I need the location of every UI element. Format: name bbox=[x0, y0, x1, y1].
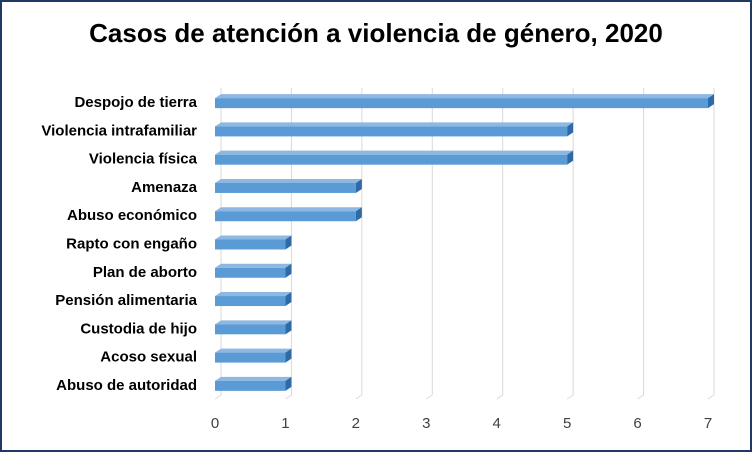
bar-top bbox=[215, 150, 574, 155]
category-label: Acoso sexual bbox=[100, 349, 197, 366]
category-label: Abuso de autoridad bbox=[56, 377, 197, 394]
bar-end bbox=[355, 207, 362, 222]
bar-end bbox=[285, 348, 292, 363]
bar bbox=[215, 267, 286, 278]
x-tick-label: 7 bbox=[704, 415, 712, 432]
category-label: Violencia física bbox=[89, 151, 198, 168]
category-label: Abuso económico bbox=[67, 207, 197, 224]
bar-top bbox=[215, 320, 292, 325]
bar-top bbox=[215, 178, 362, 183]
gridline-floor bbox=[566, 394, 574, 400]
category-label: Despojo de tierra bbox=[74, 94, 197, 111]
bar-end bbox=[285, 292, 292, 307]
bar-top bbox=[215, 94, 714, 99]
gridline-floor bbox=[707, 394, 715, 400]
chart-title: Casos de atención a violencia de género,… bbox=[89, 18, 663, 48]
bar-top bbox=[215, 235, 292, 240]
bar-end bbox=[355, 178, 362, 193]
bar-top bbox=[215, 292, 292, 297]
x-tick-label: 4 bbox=[493, 415, 501, 432]
bar bbox=[215, 182, 356, 193]
x-tick-label: 0 bbox=[211, 415, 219, 432]
gridline-floor bbox=[426, 394, 433, 400]
gridline-floor bbox=[496, 394, 503, 400]
gridline-floor bbox=[285, 394, 292, 400]
bar bbox=[215, 296, 286, 307]
category-label: Violencia intrafamiliar bbox=[41, 122, 197, 139]
bar bbox=[215, 211, 356, 222]
bar bbox=[215, 380, 286, 391]
bar-end bbox=[285, 376, 292, 391]
bar-top bbox=[215, 263, 292, 268]
bar-end bbox=[708, 94, 714, 109]
gridline-floor bbox=[637, 394, 644, 400]
bar bbox=[215, 352, 286, 363]
x-tick-label: 1 bbox=[281, 415, 289, 432]
bar bbox=[215, 154, 568, 165]
bar-end bbox=[285, 263, 292, 278]
bar bbox=[215, 126, 568, 137]
category-label: Amenaza bbox=[131, 179, 198, 196]
bar bbox=[215, 324, 286, 335]
x-tick-label: 2 bbox=[352, 415, 360, 432]
bar bbox=[215, 239, 286, 250]
bar-top bbox=[215, 348, 292, 353]
bar-top bbox=[215, 376, 292, 381]
bar-end bbox=[285, 320, 292, 335]
bar bbox=[215, 98, 708, 109]
category-label: Plan de aborto bbox=[93, 264, 197, 281]
category-label: Custodia de hijo bbox=[80, 320, 197, 337]
gridline-floor bbox=[214, 394, 222, 400]
x-tick-label: 5 bbox=[563, 415, 571, 432]
category-label: Rapto con engaño bbox=[66, 236, 197, 253]
bar-top bbox=[215, 207, 362, 212]
gridline-floor bbox=[355, 394, 363, 400]
x-tick-label: 6 bbox=[633, 415, 641, 432]
bar-end bbox=[567, 122, 574, 137]
bar-end bbox=[567, 150, 574, 165]
category-label: Pensión alimentaria bbox=[55, 292, 197, 309]
bar-end bbox=[285, 235, 292, 250]
x-tick-label: 3 bbox=[422, 415, 430, 432]
bar-top bbox=[215, 122, 574, 127]
